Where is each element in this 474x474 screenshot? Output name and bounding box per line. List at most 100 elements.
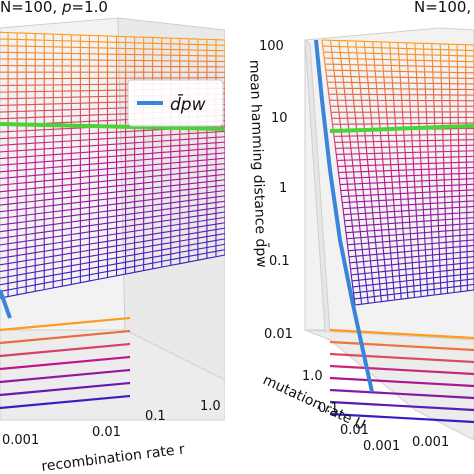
right-grid-col-seg bbox=[368, 177, 371, 184]
left-grid-row-seg bbox=[143, 175, 153, 178]
left-grid-row-seg bbox=[8, 215, 18, 218]
right-grid-col-seg bbox=[366, 159, 369, 166]
right-grid-row-seg bbox=[403, 238, 411, 241]
left-grid-row-seg bbox=[26, 155, 36, 158]
right-grid-col-seg bbox=[350, 76, 353, 83]
right-grid-col-seg bbox=[324, 64, 327, 71]
right-grid-col-seg bbox=[367, 297, 369, 304]
left-grid-row-seg bbox=[71, 145, 81, 148]
right-grid-row-seg bbox=[416, 220, 424, 223]
right-grid-row-seg bbox=[445, 218, 453, 221]
left-grid-row-seg bbox=[17, 234, 27, 237]
left-grid-row-seg bbox=[152, 255, 162, 258]
right-grid-row-seg bbox=[431, 225, 439, 227]
left-grid-row-seg bbox=[53, 279, 63, 283]
left-floor-line bbox=[0, 342, 131, 358]
left-grid-row-seg bbox=[44, 274, 54, 278]
left-grid-row-seg bbox=[62, 258, 72, 262]
left-grid-row-seg bbox=[116, 154, 126, 157]
right-grid-col-seg bbox=[377, 188, 379, 195]
left-grid-row-seg bbox=[0, 243, 9, 246]
right-grid-row-seg bbox=[447, 286, 455, 289]
right-grid-row-seg bbox=[386, 281, 394, 284]
left-grid-row-seg bbox=[125, 248, 135, 251]
left-grid-row-seg bbox=[17, 273, 27, 276]
right-grid-row-seg bbox=[459, 234, 468, 237]
left-grid-row-seg bbox=[188, 165, 198, 168]
left-grid-row-seg bbox=[71, 170, 81, 173]
right-grid-col-seg bbox=[375, 171, 378, 178]
right-grid-row-seg bbox=[425, 254, 433, 257]
right-grid-row-seg bbox=[380, 288, 388, 291]
right-floor-line bbox=[329, 340, 474, 352]
left-grid-row-seg bbox=[71, 245, 81, 248]
left-grid-row-seg bbox=[35, 148, 45, 151]
right-grid-col-seg bbox=[361, 100, 363, 107]
left-grid-row-seg bbox=[197, 137, 207, 140]
right-grid-row-seg bbox=[366, 284, 374, 286]
left-grid-row-seg bbox=[53, 147, 63, 149]
right-grid-row-seg bbox=[405, 262, 413, 264]
left-grid-row-seg bbox=[44, 160, 54, 163]
right-grid-row-seg bbox=[404, 250, 412, 253]
right-grid-row-seg bbox=[397, 251, 405, 253]
right-grid-col-seg bbox=[384, 271, 387, 278]
right-grid-col-seg bbox=[371, 272, 373, 279]
left-grid-row-seg bbox=[71, 263, 81, 267]
right-grid-row-seg bbox=[467, 278, 474, 281]
right-grid-row-seg bbox=[346, 237, 354, 240]
right-grid-row-seg bbox=[418, 243, 426, 246]
left-grid-row-seg bbox=[161, 139, 171, 142]
right-grid-col-seg bbox=[338, 40, 341, 47]
left-grid-row-seg bbox=[98, 276, 108, 280]
right-grid-row-seg bbox=[438, 219, 446, 221]
left-grid-row-seg bbox=[161, 236, 171, 239]
left-grid-row-seg bbox=[152, 226, 162, 229]
right-grid-col-seg bbox=[347, 190, 350, 197]
left-grid-row-seg bbox=[53, 266, 63, 270]
left-grid-row-seg bbox=[98, 246, 108, 250]
right-grid-row-seg bbox=[467, 267, 474, 270]
left-grid-row-seg bbox=[89, 144, 99, 147]
right-grid-col-seg bbox=[354, 118, 357, 125]
right-grid-row-seg bbox=[439, 253, 447, 255]
right-grid-row-seg bbox=[453, 246, 461, 248]
left-grid-row-seg bbox=[35, 141, 45, 144]
right-grid-row-seg bbox=[446, 241, 454, 243]
left-grid-row-seg bbox=[71, 176, 81, 179]
left-grid-row-seg bbox=[143, 262, 153, 266]
right-floor-line bbox=[329, 412, 474, 424]
right-grid-col-seg bbox=[386, 294, 389, 301]
left-grid-row-seg bbox=[179, 244, 189, 248]
left-grid-row-seg bbox=[98, 144, 108, 146]
left-grid-row-seg bbox=[161, 202, 171, 205]
left-grid-row-seg bbox=[107, 269, 117, 273]
right-grid-row-seg bbox=[427, 283, 434, 285]
left-grid-row-seg bbox=[107, 245, 117, 248]
right-grid-col-seg bbox=[366, 76, 369, 83]
left-grid-row-seg bbox=[8, 182, 18, 185]
left-grid-row-seg bbox=[206, 245, 217, 249]
left-grid-row-seg bbox=[8, 202, 18, 205]
right-grid-col-seg bbox=[333, 70, 336, 77]
left-grid-row-seg bbox=[125, 218, 135, 222]
left-grid-row-seg bbox=[116, 166, 126, 169]
left-floor-line bbox=[0, 316, 131, 332]
left-grid-row-seg bbox=[197, 225, 208, 228]
left-grid-row-seg bbox=[188, 149, 198, 151]
left-grid-row-seg bbox=[71, 195, 81, 198]
left-grid-row-seg bbox=[53, 159, 63, 162]
right-grid-col-seg bbox=[363, 267, 366, 274]
right-grid-col-seg bbox=[353, 171, 355, 178]
left-grid-row-seg bbox=[26, 284, 36, 288]
left-grid-row-seg bbox=[206, 142, 217, 144]
right-grid-row-seg bbox=[360, 290, 367, 293]
right-grid-row-seg bbox=[452, 218, 460, 220]
right-grid-row-seg bbox=[388, 228, 396, 231]
right-grid-row-seg bbox=[412, 261, 420, 264]
right-grid-row-seg bbox=[404, 256, 412, 259]
right-grid-col-seg bbox=[321, 39, 324, 47]
right-grid-col-seg bbox=[370, 117, 373, 124]
left-grid-row-seg bbox=[152, 243, 162, 247]
right-grid-row-seg bbox=[355, 255, 363, 257]
